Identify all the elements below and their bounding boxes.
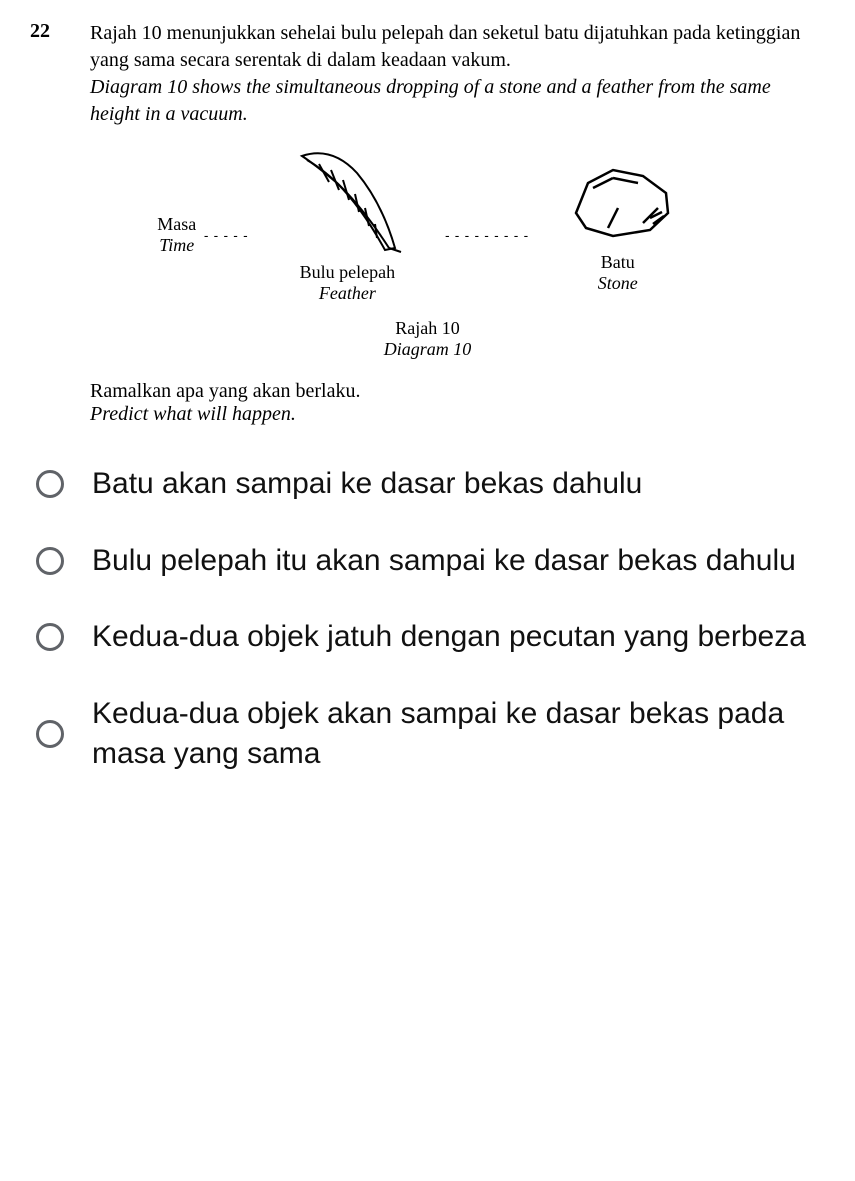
feather-label: Bulu pelepah Feather: [300, 262, 395, 304]
feather-label-en: Feather: [300, 283, 395, 304]
diagram: Masa Time -----: [157, 148, 698, 360]
stone-label-ms: Batu: [601, 252, 635, 272]
question-text: Rajah 10 menunjukkan sehelai bulu pelepa…: [90, 20, 825, 128]
predict-ms: Ramalkan apa yang akan berlaku.: [90, 380, 360, 402]
question-number: 22: [30, 20, 90, 43]
option-text: Bulu pelepah itu akan sampai ke dasar be…: [92, 541, 796, 582]
diagram-caption: Rajah 10 Diagram 10: [157, 318, 698, 360]
radio-icon[interactable]: [36, 623, 64, 651]
feather-label-ms: Bulu pelepah: [300, 262, 395, 282]
question-english: Diagram 10 shows the simultaneous droppi…: [90, 76, 771, 125]
diagram-caption-ms: Rajah 10: [395, 318, 460, 338]
stone-label: Batu Stone: [598, 252, 638, 294]
diagram-caption-en: Diagram 10: [384, 339, 472, 359]
predict-instruction: Ramalkan apa yang akan berlaku. Predict …: [90, 380, 825, 426]
diagram-wrap: Masa Time -----: [30, 148, 825, 360]
option-d[interactable]: Kedua-dua objek akan sampai ke dasar bek…: [30, 676, 825, 793]
radio-icon[interactable]: [36, 547, 64, 575]
stone-icon: [558, 158, 678, 248]
diagram-row: Masa Time -----: [157, 148, 698, 304]
option-b[interactable]: Bulu pelepah itu akan sampai ke dasar be…: [30, 523, 825, 600]
question-header: 22 Rajah 10 menunjukkan sehelai bulu pel…: [30, 20, 825, 128]
option-a[interactable]: Batu akan sampai ke dasar bekas dahulu: [30, 446, 825, 523]
time-label: Masa Time: [157, 196, 196, 256]
dashes-right: ---------: [437, 229, 537, 244]
option-text: Batu akan sampai ke dasar bekas dahulu: [92, 464, 642, 505]
radio-icon[interactable]: [36, 720, 64, 748]
feather-cell: Bulu pelepah Feather: [277, 148, 417, 304]
option-c[interactable]: Kedua-dua objek jatuh dengan pecutan yan…: [30, 599, 825, 676]
question-page: 22 Rajah 10 menunjukkan sehelai bulu pel…: [0, 0, 855, 833]
radio-icon[interactable]: [36, 470, 64, 498]
time-label-en: Time: [157, 235, 196, 256]
feather-icon: [277, 148, 417, 258]
predict-en: Predict what will happen.: [90, 403, 825, 426]
dashes-left: -----: [196, 229, 257, 244]
stone-label-en: Stone: [598, 273, 638, 294]
options-list: Batu akan sampai ke dasar bekas dahulu B…: [30, 446, 825, 793]
option-text: Kedua-dua objek jatuh dengan pecutan yan…: [92, 617, 806, 658]
time-label-ms: Masa: [157, 214, 196, 234]
stone-cell: Batu Stone: [558, 158, 678, 294]
option-text: Kedua-dua objek akan sampai ke dasar bek…: [92, 694, 825, 775]
question-malay: Rajah 10 menunjukkan sehelai bulu pelepa…: [90, 22, 800, 71]
